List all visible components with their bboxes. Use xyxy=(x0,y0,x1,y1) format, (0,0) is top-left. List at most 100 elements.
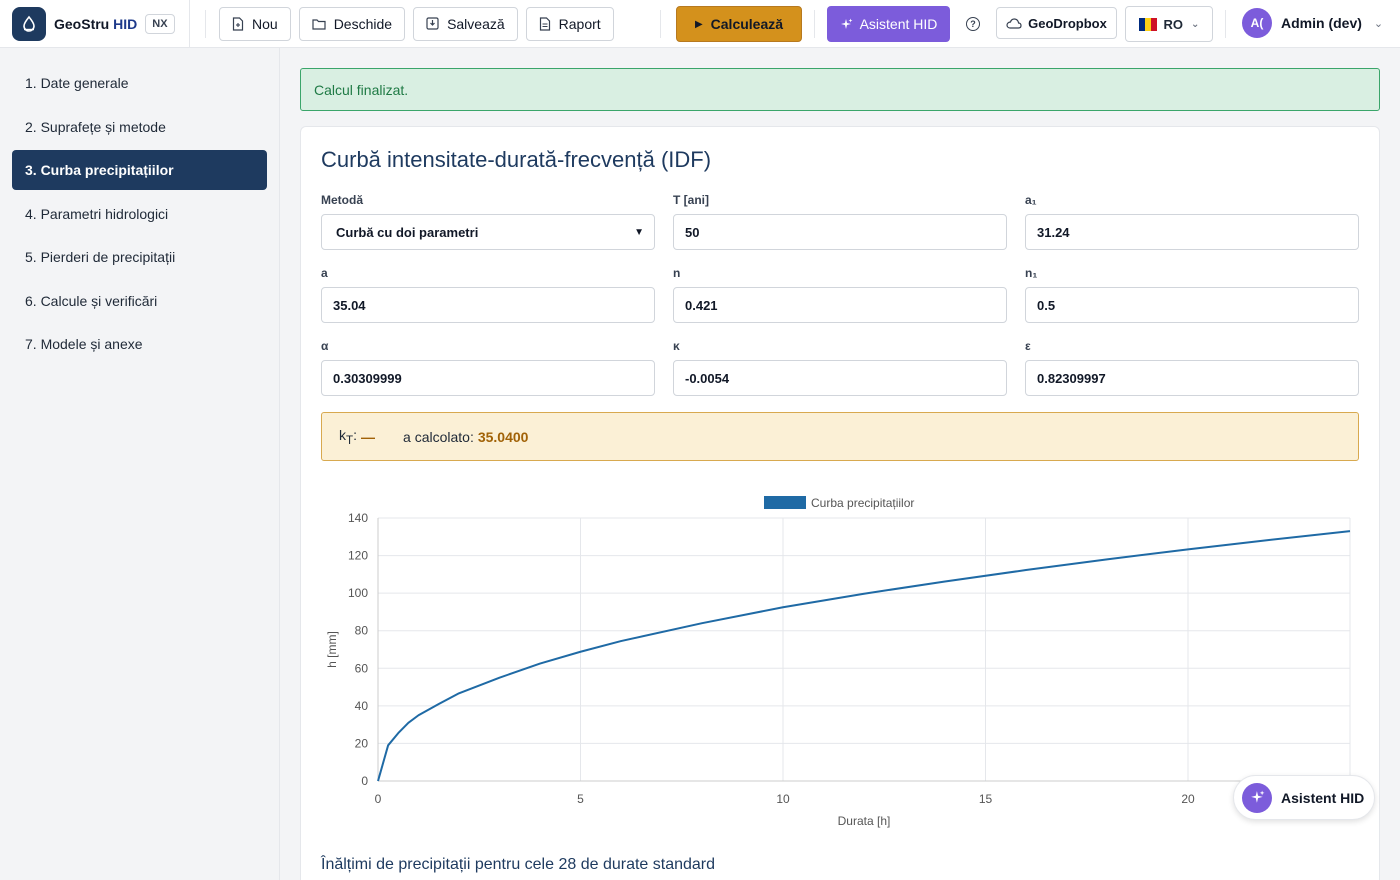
n1-input[interactable]: 0.5 xyxy=(1025,287,1359,323)
chevron-down-icon: ▼ xyxy=(634,227,644,238)
download-icon xyxy=(426,17,439,30)
app-name: GeoStru HID xyxy=(54,16,137,32)
new-button[interactable]: Nou xyxy=(219,6,291,41)
user-menu[interactable]: A( Admin (dev) ⌄ xyxy=(1242,8,1383,38)
kappa-input[interactable]: -0.0054 xyxy=(673,360,1007,396)
x-axis-label: Durata [h] xyxy=(838,814,891,828)
x-tick-label: 10 xyxy=(776,792,790,806)
sidebar-item-general-data[interactable]: 1. Date generale xyxy=(25,75,129,91)
report-icon xyxy=(539,16,550,31)
idf-card: Curbă intensitate-durată-frecvență (IDF)… xyxy=(300,126,1380,880)
report-button[interactable]: Raport xyxy=(525,6,614,41)
language-selector[interactable]: RO ⌄ xyxy=(1125,6,1213,42)
file-toolbar: Nou Deschide Salvează Raport xyxy=(219,6,622,41)
n-input[interactable]: 0.421 xyxy=(673,287,1007,323)
a-input[interactable]: 35.04 xyxy=(321,287,655,323)
y-tick-label: 120 xyxy=(348,549,368,563)
sidebar-item-surfaces-methods[interactable]: 2. Suprafețe și metode xyxy=(25,118,166,135)
kt-label-sub: T xyxy=(346,433,354,447)
x-tick-label: 0 xyxy=(375,792,382,806)
save-button[interactable]: Salvează xyxy=(413,6,518,41)
y-tick-label: 0 xyxy=(361,774,368,788)
save-button-label: Salvează xyxy=(447,15,505,32)
series-line xyxy=(377,530,1351,782)
brand: GeoStru HID NX xyxy=(0,0,190,48)
y-tick-label: 100 xyxy=(348,586,368,600)
geodropbox-label: GeoDropbox xyxy=(1028,15,1107,31)
calculate-button[interactable]: ▶ Calculează xyxy=(676,6,802,42)
top-bar: GeoStru HID NX Nou Deschide Salvează Rap… xyxy=(0,0,1400,48)
method-select-value: Curbă cu doi parametri xyxy=(336,224,479,240)
app-name-suffix: HID xyxy=(113,15,138,32)
report-button-label: Raport xyxy=(558,15,601,32)
sidebar: 1. Date generale 2. Suprafețe și metode … xyxy=(0,48,280,880)
section-title: Înălțimi de precipitații pentru cele 28 … xyxy=(321,856,716,873)
a-calc-value: 35.0400 xyxy=(477,428,529,445)
x-tick-label: 20 xyxy=(1181,792,1195,806)
sparkle-icon xyxy=(1242,782,1272,813)
open-button-label: Deschide xyxy=(333,15,393,32)
kappa-label: κ xyxy=(673,339,680,353)
y-tick-label: 80 xyxy=(355,624,369,638)
calculate-button-label: Calculează xyxy=(710,16,784,32)
sidebar-item-hydrologic-parameters[interactable]: 4. Parametri hidrologici xyxy=(25,205,169,222)
avatar: A( xyxy=(1242,8,1272,38)
kt-label: kT: xyxy=(339,426,358,447)
new-file-icon xyxy=(232,16,244,31)
x-tick-label: 5 xyxy=(577,792,584,806)
alpha-input[interactable]: 0.30309999 xyxy=(321,360,655,396)
a-calc-label: a calcolato: xyxy=(403,428,474,445)
sparkle-icon xyxy=(840,18,853,29)
folder-icon xyxy=(312,18,326,30)
legend-swatch xyxy=(764,496,806,509)
sidebar-item-precipitation-losses[interactable]: 5. Pierderi de precipitații xyxy=(25,249,176,265)
toolbar-divider xyxy=(1225,10,1226,38)
kt-label-main: k xyxy=(339,426,346,443)
n-label: n xyxy=(673,266,681,280)
edition-badge: NX xyxy=(145,13,175,34)
a1-label: a₁ xyxy=(1025,193,1037,207)
kt-value: — xyxy=(361,428,376,445)
app-logo-icon xyxy=(12,6,46,41)
n1-label: n₁ xyxy=(1025,266,1038,280)
sidebar-item-precipitation-curve[interactable]: 3. Curba precipitațiilor xyxy=(12,150,267,190)
y-tick-label: 140 xyxy=(348,511,368,525)
sidebar-item-models-annexes[interactable]: 7. Modele și anexe xyxy=(25,336,143,352)
floating-assistant-button[interactable]: Asistent HID xyxy=(1233,775,1375,820)
success-alert: Calcul finalizat. xyxy=(300,68,1380,111)
precipitation-chart: 0 20 40 60 80 100 120 140 0 5 10 15 20 Durata [h] h [m… xyxy=(301,482,1379,842)
chevron-down-icon: ⌄ xyxy=(1191,18,1200,30)
user-name: Admin (dev) xyxy=(1281,15,1362,31)
help-icon[interactable]: ? xyxy=(966,17,980,31)
language-label: RO xyxy=(1163,16,1184,32)
method-select[interactable]: Curbă cu doi parametri ▼ xyxy=(321,214,655,250)
alpha-label: α xyxy=(321,339,329,353)
app-name-prefix: GeoStru xyxy=(54,15,110,32)
toolbar-divider xyxy=(660,10,661,38)
toolbar-divider xyxy=(814,10,815,38)
open-button[interactable]: Deschide xyxy=(298,6,406,41)
y-tick-label: 60 xyxy=(355,661,369,675)
floating-assistant-label: Asistent HID xyxy=(1281,789,1365,806)
toolbar-divider xyxy=(205,10,206,38)
geodropbox-button[interactable]: GeoDropbox xyxy=(996,7,1117,39)
y-tick-label: 20 xyxy=(355,736,369,750)
epsilon-input[interactable]: 0.82309997 xyxy=(1025,360,1359,396)
page-title: Curbă intensitate-durată-frecvență (IDF) xyxy=(321,147,712,172)
computed-values-box: kT: — a calcolato: 35.0400 xyxy=(321,412,1359,461)
romania-flag-icon xyxy=(1138,17,1157,31)
a1-input[interactable]: 31.24 xyxy=(1025,214,1359,250)
epsilon-label: ε xyxy=(1025,339,1031,353)
sidebar-item-calculations-checks[interactable]: 6. Calcule și verificări xyxy=(25,292,158,309)
legend-label: Curba precipitațiilor xyxy=(811,496,914,510)
assistant-button[interactable]: Asistent HID xyxy=(827,6,950,42)
return-period-label: T [ani] xyxy=(673,193,709,207)
method-label: Metodă xyxy=(321,193,363,207)
cloud-icon xyxy=(1006,17,1022,29)
y-tick-label: 40 xyxy=(355,699,369,713)
assistant-button-label: Asistent HID xyxy=(859,16,938,32)
return-period-input[interactable]: 50 xyxy=(673,214,1007,250)
new-button-label: Nou xyxy=(252,15,278,32)
chart-svg: 0 20 40 60 80 100 120 140 0 5 10 15 20 Durata [h] h [m… xyxy=(325,496,1351,828)
y-axis-label: h [mm] xyxy=(325,631,339,668)
